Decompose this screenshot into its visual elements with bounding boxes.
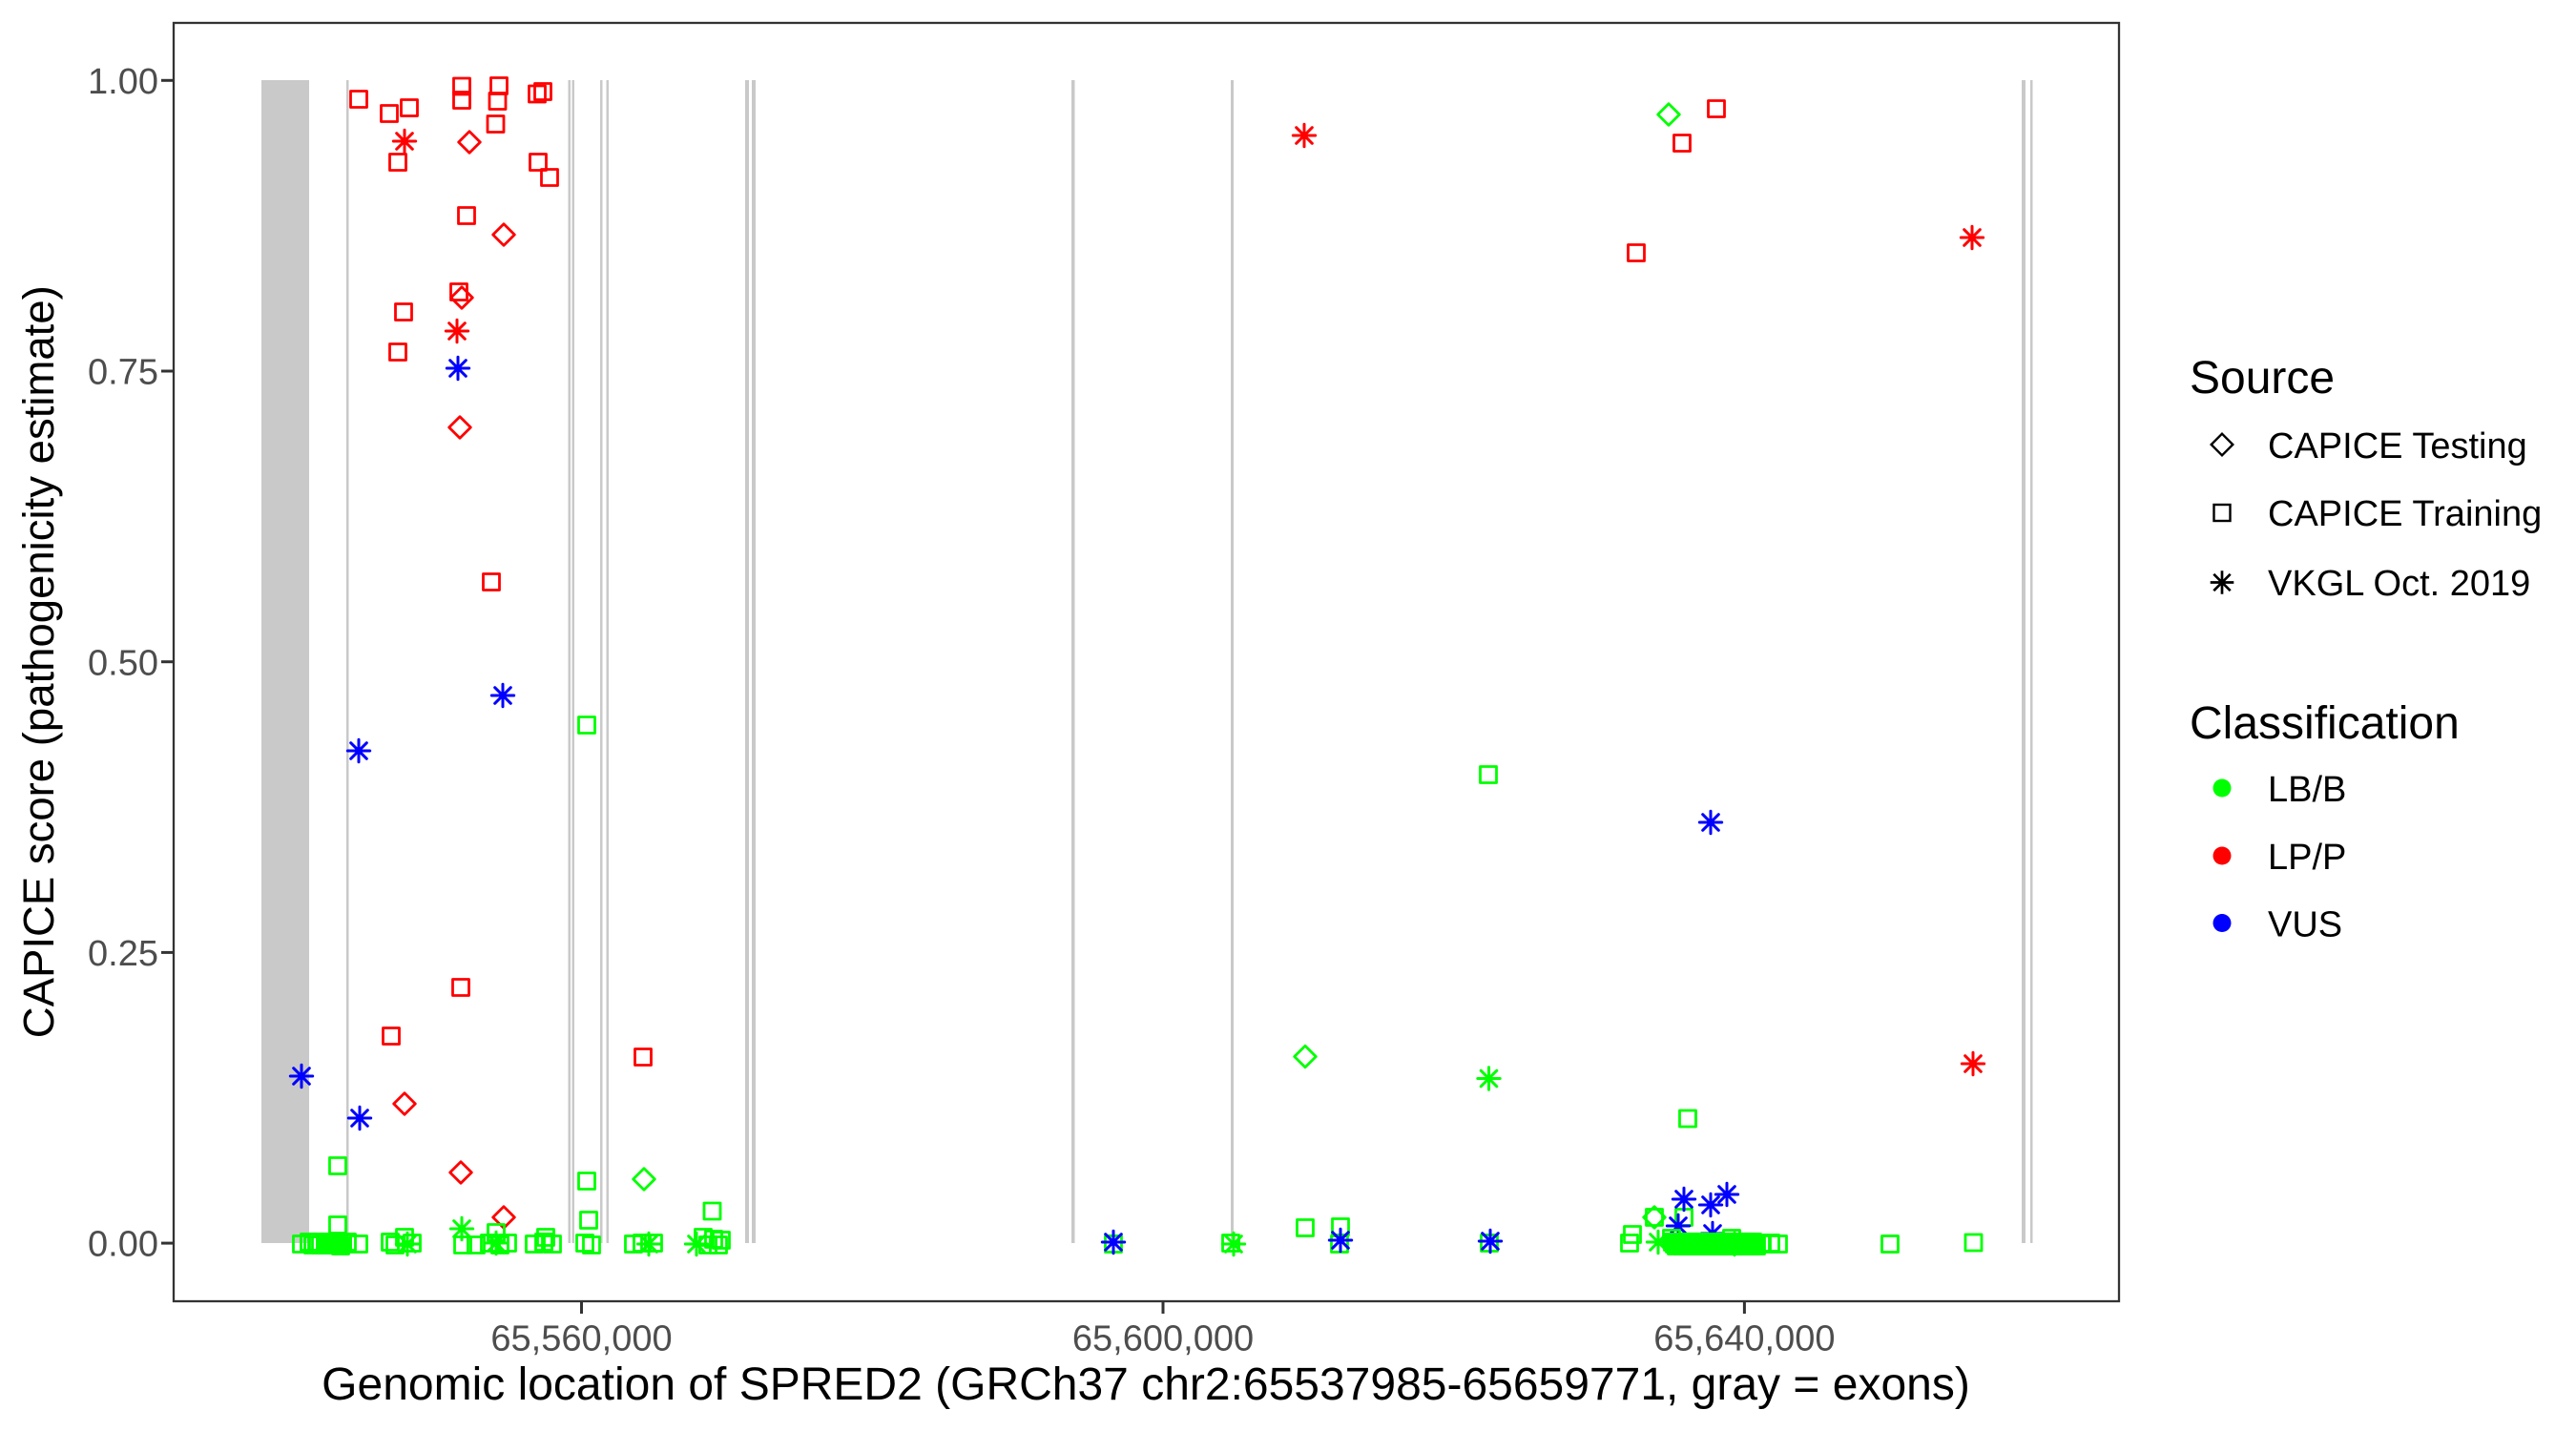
svg-text:0.00: 0.00	[88, 1225, 158, 1265]
svg-text:65,600,000: 65,600,000	[1072, 1319, 1254, 1359]
svg-text:0.50: 0.50	[88, 644, 158, 684]
svg-text:65,640,000: 65,640,000	[1653, 1319, 1835, 1359]
svg-text:Classification: Classification	[2190, 698, 2460, 749]
svg-text:VKGL Oct. 2019: VKGL Oct. 2019	[2268, 564, 2530, 604]
svg-text:65,560,000: 65,560,000	[490, 1319, 672, 1359]
svg-text:Source: Source	[2190, 353, 2335, 404]
svg-text:LP/P: LP/P	[2268, 838, 2346, 878]
svg-text:CAPICE score (pathogenicity es: CAPICE score (pathogenicity estimate)	[14, 285, 63, 1038]
svg-text:CAPICE Testing: CAPICE Testing	[2268, 426, 2527, 467]
svg-text:VUS: VUS	[2268, 905, 2342, 945]
svg-text:0.25: 0.25	[88, 934, 158, 974]
svg-text:1.00: 1.00	[88, 62, 158, 102]
svg-text:CAPICE Training: CAPICE Training	[2268, 494, 2542, 534]
svg-text:LB/B: LB/B	[2268, 770, 2346, 810]
svg-text:0.75: 0.75	[88, 353, 158, 393]
svg-text:Genomic location of SPRED2 (GR: Genomic location of SPRED2 (GRCh37 chr2:…	[322, 1359, 1970, 1410]
